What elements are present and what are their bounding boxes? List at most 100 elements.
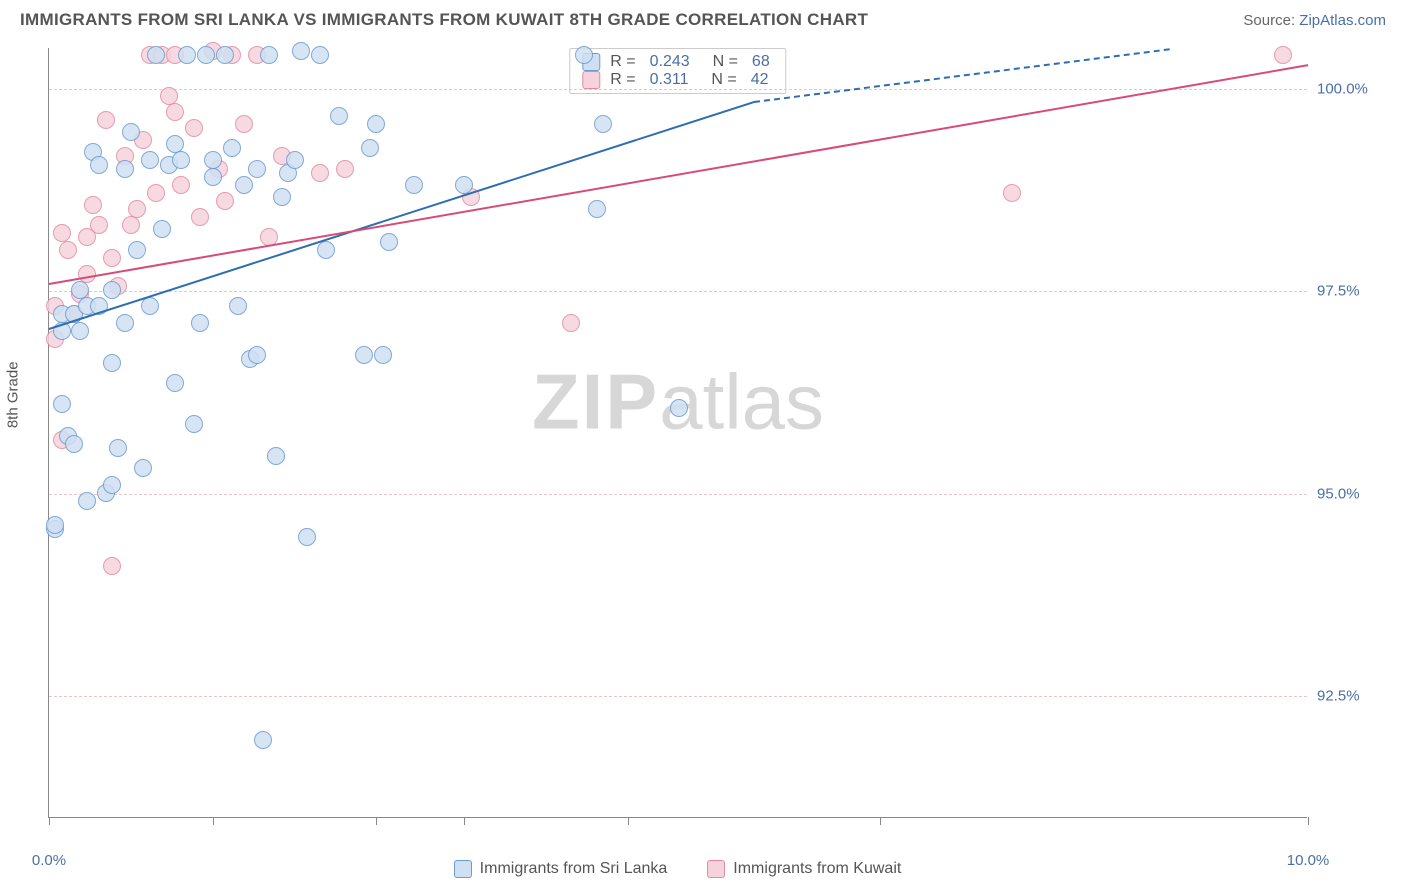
scatter-point — [103, 249, 121, 267]
scatter-point — [330, 107, 348, 125]
xtick — [376, 817, 377, 825]
scatter-point — [235, 115, 253, 133]
trend-line — [49, 64, 1308, 285]
scatter-point — [166, 374, 184, 392]
source-attribution: Source: ZipAtlas.com — [1243, 12, 1386, 29]
gridline — [49, 494, 1307, 495]
chart-title: IMMIGRANTS FROM SRI LANKA VS IMMIGRANTS … — [20, 10, 868, 30]
scatter-point — [103, 354, 121, 372]
scatter-point — [191, 314, 209, 332]
scatter-point — [141, 151, 159, 169]
ytick-label: 95.0% — [1317, 485, 1397, 502]
scatter-point — [71, 322, 89, 340]
n-value: 68 — [752, 53, 770, 71]
scatter-point — [90, 156, 108, 174]
scatter-point — [147, 46, 165, 64]
r-value: 0.243 — [650, 53, 690, 71]
ytick-label: 97.5% — [1317, 283, 1397, 300]
gridline — [49, 291, 1307, 292]
r-value: 0.311 — [650, 71, 689, 89]
legend-row: R = 0.311 N = 42 — [582, 71, 773, 89]
r-label: R = — [610, 53, 635, 71]
trend-line — [754, 48, 1170, 103]
scatter-point — [575, 46, 593, 64]
scatter-chart: 8th Grade ZIPatlas R = 0.243 N = 68 R = … — [48, 48, 1307, 818]
scatter-point — [65, 435, 83, 453]
scatter-point — [197, 46, 215, 64]
scatter-point — [178, 46, 196, 64]
ytick-label: 100.0% — [1317, 80, 1397, 97]
scatter-point — [116, 314, 134, 332]
gridline — [49, 89, 1307, 90]
scatter-point — [134, 459, 152, 477]
scatter-point — [562, 314, 580, 332]
scatter-point — [166, 103, 184, 121]
scatter-point — [405, 176, 423, 194]
source-link[interactable]: ZipAtlas.com — [1299, 12, 1386, 29]
xtick — [464, 817, 465, 825]
n-label: N = — [704, 53, 738, 71]
header: IMMIGRANTS FROM SRI LANKA VS IMMIGRANTS … — [0, 0, 1406, 35]
scatter-point — [235, 176, 253, 194]
scatter-point — [594, 115, 612, 133]
scatter-point — [204, 168, 222, 186]
scatter-point — [292, 42, 310, 60]
series-swatch-icon — [582, 71, 600, 89]
scatter-point — [103, 281, 121, 299]
scatter-point — [1003, 184, 1021, 202]
scatter-point — [103, 557, 121, 575]
legend-row: R = 0.243 N = 68 — [582, 53, 773, 71]
scatter-point — [248, 160, 266, 178]
scatter-point — [311, 46, 329, 64]
xtick — [880, 817, 881, 825]
scatter-point — [122, 123, 140, 141]
scatter-point — [223, 139, 241, 157]
scatter-point — [670, 399, 688, 417]
scatter-point — [216, 46, 234, 64]
scatter-point — [185, 415, 203, 433]
scatter-point — [273, 188, 291, 206]
series-swatch-icon — [454, 860, 472, 878]
scatter-point — [311, 164, 329, 182]
scatter-point — [172, 151, 190, 169]
scatter-point — [216, 192, 234, 210]
watermark-bold: ZIP — [532, 357, 659, 445]
scatter-point — [97, 111, 115, 129]
scatter-point — [53, 395, 71, 413]
scatter-point — [109, 439, 127, 457]
gridline — [49, 696, 1307, 697]
xtick — [628, 817, 629, 825]
scatter-point — [1274, 46, 1292, 64]
scatter-point — [172, 176, 190, 194]
ytick-label: 92.5% — [1317, 688, 1397, 705]
scatter-point — [317, 241, 335, 259]
scatter-point — [260, 46, 278, 64]
scatter-point — [147, 184, 165, 202]
scatter-point — [78, 492, 96, 510]
r-label: R = — [610, 71, 635, 89]
source-label: Source: — [1243, 12, 1295, 29]
scatter-point — [374, 346, 392, 364]
scatter-point — [116, 160, 134, 178]
scatter-point — [367, 115, 385, 133]
scatter-point — [141, 297, 159, 315]
scatter-point — [588, 200, 606, 218]
y-axis-label: 8th Grade — [5, 361, 22, 428]
scatter-point — [84, 196, 102, 214]
series-swatch-icon — [707, 860, 725, 878]
scatter-point — [185, 119, 203, 137]
legend-item: Immigrants from Kuwait — [707, 860, 901, 878]
scatter-point — [286, 151, 304, 169]
xtick — [49, 817, 50, 825]
scatter-point — [153, 220, 171, 238]
scatter-point — [128, 241, 146, 259]
n-label: N = — [702, 71, 736, 89]
xtick — [213, 817, 214, 825]
scatter-point — [90, 216, 108, 234]
scatter-point — [355, 346, 373, 364]
scatter-point — [128, 200, 146, 218]
scatter-point — [267, 447, 285, 465]
series-label: Immigrants from Kuwait — [733, 860, 901, 878]
scatter-point — [59, 241, 77, 259]
scatter-point — [336, 160, 354, 178]
